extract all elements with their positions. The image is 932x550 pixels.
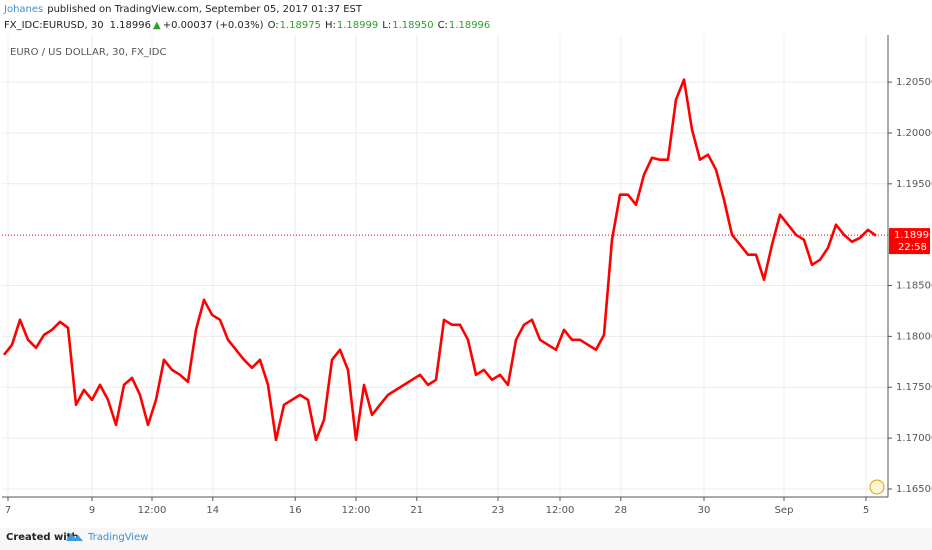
- price: 1.18996: [110, 20, 151, 31]
- x-tick-label: 14: [206, 505, 219, 516]
- ohlc-value: 1.18999: [337, 20, 378, 31]
- x-tick-label: 9: [89, 505, 95, 516]
- y-tick-label: 1.19500: [896, 179, 932, 190]
- ohlc-value: 1.18950: [392, 20, 433, 31]
- y-tick-label: 1.18500: [896, 281, 932, 292]
- y-tick-label: 1.20000: [896, 128, 932, 139]
- y-tick-label: 1.17000: [896, 433, 932, 444]
- price-line: [2, 78, 877, 442]
- x-tick-label: 12:00: [546, 505, 575, 516]
- x-tick-label: 23: [492, 505, 505, 516]
- x-tick-label: 28: [614, 505, 627, 516]
- x-tick-label: Sep: [775, 505, 794, 516]
- change: +0.00037 (+0.03%): [163, 20, 264, 31]
- footer-brand[interactable]: TradingView: [87, 532, 148, 543]
- y-tick-label: 1.17500: [896, 382, 932, 393]
- footer-bar: [0, 528, 932, 550]
- x-tick-label: 21: [410, 505, 423, 516]
- y-tick-label: 1.20500: [896, 77, 932, 88]
- event-icon: [869, 479, 885, 495]
- x-tick-label: 30: [698, 505, 711, 516]
- last-price-label: 1.18996: [894, 230, 932, 241]
- ohlc-key: O:: [268, 20, 279, 31]
- ohlc-value: 1.18996: [449, 20, 490, 31]
- ohlc-key: L:: [382, 20, 391, 31]
- countdown: 22:58: [898, 242, 927, 253]
- last-price-box: [889, 228, 930, 255]
- arrow: ▲: [153, 20, 161, 31]
- footer-created: Created with: [6, 532, 79, 543]
- chart-title: EURO / US DOLLAR, 30, FX_IDC: [10, 47, 166, 58]
- logo: [66, 533, 83, 541]
- y-tick-label: 1.18000: [896, 331, 932, 342]
- x-tick-label: 5: [863, 505, 869, 516]
- x-tick-label: 12:00: [342, 505, 371, 516]
- ohlc-key: C:: [438, 20, 448, 31]
- x-tick-label: 12:00: [138, 505, 167, 516]
- x-tick-label: 16: [289, 505, 302, 516]
- ohlc-key: H:: [325, 20, 336, 31]
- symbol: FX_IDC:EURUSD, 30: [4, 20, 104, 31]
- x-tick-label: 7: [5, 505, 11, 516]
- published: published on TradingView.com, September …: [47, 4, 363, 15]
- ohlc-value: 1.18975: [280, 20, 321, 31]
- y-tick-label: 1.16500: [896, 484, 932, 495]
- author[interactable]: Johanes: [3, 4, 43, 15]
